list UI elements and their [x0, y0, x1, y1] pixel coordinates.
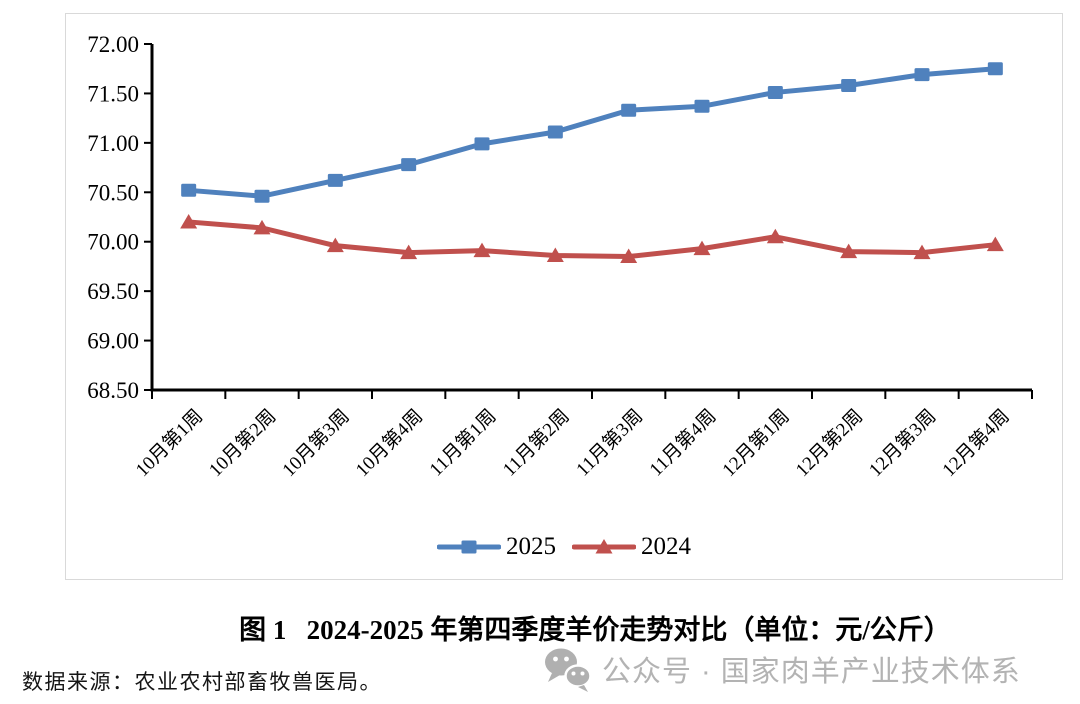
wechat-icon — [545, 648, 592, 692]
square-marker — [841, 79, 857, 93]
triangle-marker — [913, 244, 931, 260]
triangle-marker — [180, 213, 198, 229]
x-axis-label: 10月第1周 — [131, 405, 207, 481]
x-axis-label: 12月第3周 — [865, 405, 941, 481]
watermark-text: 公众号 · 国家肉羊产业技术体系 — [602, 656, 1021, 688]
triangle-marker — [766, 228, 784, 244]
series-line-2024 — [186, 219, 998, 260]
x-axis-label: 12月第1周 — [718, 405, 794, 481]
x-axis-label: 11月第3周 — [572, 405, 648, 481]
watermark: 公众号 · 国家肉羊产业技术体系 — [542, 645, 1021, 693]
legend-label: 2025 — [506, 533, 556, 560]
x-axis-label: 12月第2周 — [791, 405, 867, 481]
square-marker — [181, 183, 197, 197]
x-axis-label: 10月第3周 — [278, 405, 354, 481]
y-axis-label: 70.50 — [87, 180, 139, 205]
y-axis-label: 72.00 — [87, 32, 139, 57]
legend-marker-triangle — [572, 539, 636, 554]
data-source-note: 数据来源：农业农村部畜牧兽医局。 — [22, 670, 382, 694]
x-axis-label: 10月第4周 — [351, 405, 427, 481]
square-marker — [767, 85, 783, 99]
y-axis-label: 71.00 — [87, 131, 139, 156]
y-axis-label: 70.00 — [87, 230, 139, 255]
x-axis-label: 11月第4周 — [645, 405, 721, 481]
series-2024 — [180, 213, 1004, 264]
chart-legend: 2025 2024 — [66, 533, 1062, 561]
series-2025 — [181, 62, 1003, 203]
square-marker — [547, 125, 563, 139]
figure-caption: 图 1 2024-2025 年第四季度羊价走势对比（单位：元/公斤） — [239, 615, 951, 645]
triangle-marker — [473, 242, 491, 258]
y-axis-label: 69.00 — [87, 329, 139, 354]
x-axis-label: 10月第2周 — [205, 405, 281, 481]
triangle-marker — [400, 244, 418, 260]
legend-item-2024: 2024 — [572, 533, 691, 561]
square-marker — [474, 137, 490, 151]
triangle-marker — [693, 240, 711, 256]
square-marker — [914, 68, 930, 82]
x-axis-label: 11月第1周 — [425, 405, 501, 481]
y-axis-label: 71.50 — [87, 81, 139, 106]
triangle-marker — [595, 539, 613, 554]
x-axis-label: 12月第4周 — [938, 405, 1014, 481]
square-marker — [987, 62, 1003, 76]
triangle-marker — [253, 219, 271, 235]
triangle-marker — [986, 236, 1004, 252]
square-marker — [621, 103, 637, 117]
triangle-marker — [620, 248, 638, 264]
chart-frame: 68.50 69.00 69.50 70.00 70.50 71.00 71.50 72.00… — [65, 13, 1063, 580]
square-marker — [401, 158, 417, 172]
series-line-2025 — [186, 66, 998, 199]
square-marker — [461, 540, 477, 554]
square-marker — [694, 99, 710, 113]
triangle-marker — [546, 247, 564, 263]
legend-item-2025: 2025 — [437, 533, 556, 561]
price-trend-chart: 68.50 69.00 69.50 70.00 70.50 71.00 71.50 72.00… — [87, 32, 1033, 481]
square-marker — [254, 189, 270, 203]
y-axis-label: 69.50 — [87, 279, 139, 304]
triangle-marker — [326, 237, 344, 253]
square-marker — [327, 173, 343, 187]
legend-label: 2024 — [641, 533, 691, 560]
x-axis-label: 11月第2周 — [498, 405, 574, 481]
y-axis-label: 68.50 — [87, 378, 139, 403]
legend-marker-square — [437, 540, 501, 554]
triangle-marker — [840, 243, 858, 259]
